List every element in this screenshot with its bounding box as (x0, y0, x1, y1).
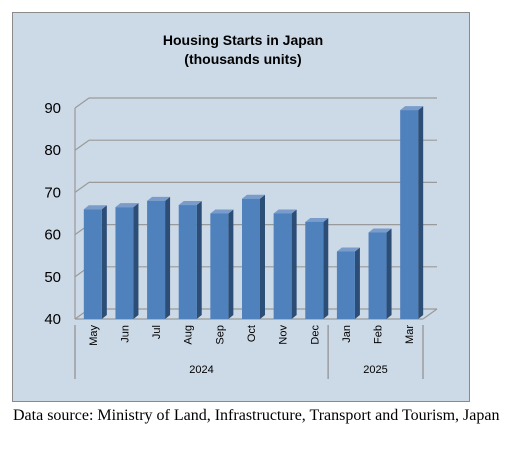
y-tick-label: 70 (44, 184, 61, 201)
bar-top (178, 201, 202, 206)
x-category-label: Dec (309, 325, 321, 345)
bar (400, 110, 419, 319)
grid-line-diagonal (74, 181, 90, 193)
bar-side (133, 203, 139, 319)
bar (83, 209, 102, 319)
x-category-label: Nov (278, 325, 290, 345)
bar-side (386, 228, 392, 319)
y-tick-label: 80 (44, 142, 61, 159)
bar-top (242, 194, 265, 199)
chart-title: Housing Starts in Japan (163, 32, 323, 48)
y-tick-label: 60 (44, 227, 61, 244)
bar (115, 207, 134, 319)
x-category-label: Aug (183, 325, 195, 345)
bar-side (101, 205, 107, 319)
bar-top (305, 217, 329, 222)
chart-area: Housing Starts in Japan (thousands units… (12, 12, 470, 402)
x-axis-categories: May Jun Jul Aug Sep Oct Nov Dec Jan Feb Mar (88, 325, 416, 346)
bar-top (210, 209, 234, 214)
y-tick-label: 40 (44, 311, 61, 328)
bar-side (228, 209, 234, 319)
bar-top (368, 228, 392, 233)
source-note: Data source: Ministry of Land, Infrastru… (13, 407, 500, 424)
bars (83, 106, 424, 319)
x-category-label: Sep (214, 325, 226, 345)
x-category-label: Jun (119, 325, 131, 343)
x-category-label: Feb (373, 325, 385, 344)
x-category-label: Mar (404, 325, 416, 344)
grid-line-diagonal (74, 97, 90, 109)
bar-side (196, 201, 202, 319)
bar-side (260, 194, 265, 319)
housing-starts-chart: Housing Starts in Japan (thousands units… (44, 32, 438, 379)
year-group-label: 2025 (363, 364, 387, 376)
bar (242, 198, 260, 319)
floor-right-edge (422, 308, 438, 320)
bar-side (418, 106, 424, 319)
y-tick-label: 90 (44, 100, 61, 117)
bar (178, 205, 197, 319)
x-category-label: Jul (151, 325, 163, 339)
bar (147, 200, 166, 319)
y-tick-label: 50 (44, 269, 61, 286)
bar-side (354, 247, 360, 319)
bar-top (273, 209, 297, 214)
x-category-label: Oct (246, 325, 258, 342)
bar-top (336, 247, 360, 252)
bar (336, 251, 355, 319)
bar-side (323, 217, 329, 319)
bar-top (400, 106, 424, 111)
bar-top (147, 196, 171, 201)
bar-top (83, 205, 107, 210)
bar (305, 221, 324, 319)
year-group-label: 2024 (189, 364, 213, 376)
grid-line-diagonal (74, 139, 90, 151)
y-axis-ticks: 40 50 60 70 80 90 (44, 100, 61, 328)
x-axis-year-groups: 2024 2025 (74, 325, 424, 379)
bar-side (165, 196, 171, 319)
bar (210, 213, 229, 319)
bar (368, 232, 387, 319)
x-category-label: May (88, 325, 100, 346)
bar-top (115, 203, 139, 208)
bar (273, 213, 292, 319)
x-category-label: Jan (341, 325, 353, 343)
chart-subtitle: (thousands units) (184, 51, 301, 67)
bar-side (291, 209, 297, 319)
